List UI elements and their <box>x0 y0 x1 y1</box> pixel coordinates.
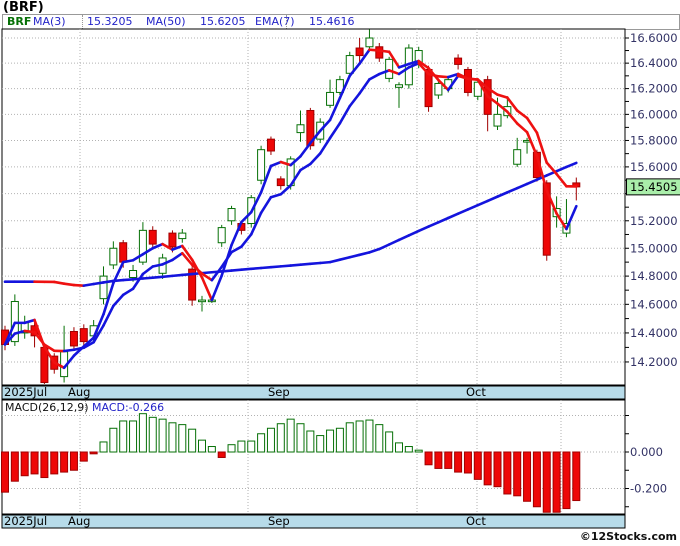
candle <box>10 300 19 343</box>
candle <box>395 84 403 88</box>
svg-text:15.4505: 15.4505 <box>630 180 678 194</box>
candle <box>355 47 364 57</box>
legend-separator <box>82 15 83 29</box>
candle <box>454 57 463 65</box>
svg-text:Aug: Aug <box>68 514 90 528</box>
candle <box>188 268 197 301</box>
candle <box>296 124 305 134</box>
candle <box>345 55 354 74</box>
candle <box>493 113 502 127</box>
svg-text:2025Jul: 2025Jul <box>4 514 47 528</box>
last-price-box: 15.4505 <box>626 178 680 196</box>
candle <box>513 149 522 165</box>
candle <box>365 37 374 48</box>
svg-text:16.6000: 16.6000 <box>630 31 678 45</box>
ma50-line <box>3 161 578 287</box>
macd-settings-label: MACD(26,12,9) <box>5 401 89 414</box>
candle <box>385 58 394 79</box>
macd-pane <box>1 399 626 515</box>
svg-text:0.000: 0.000 <box>630 445 663 459</box>
svg-text:-0.200: -0.200 <box>630 482 667 496</box>
legend-ma3-label: MA(3) <box>33 15 66 28</box>
candle <box>463 68 472 93</box>
ma3-line <box>3 48 578 370</box>
macd-legend-separator <box>85 401 86 414</box>
candle <box>542 182 551 256</box>
legend-ma50-label: MA(50) <box>146 15 186 28</box>
svg-text:16.0000: 16.0000 <box>630 107 678 121</box>
svg-text:15.0000: 15.0000 <box>630 241 678 255</box>
price-axis: 14.2000 14.4000 14.6000 14.8000 15.0000 15.20… <box>625 31 678 369</box>
macd-axis: 0.000 -0.200 <box>625 415 667 508</box>
candle <box>198 299 206 303</box>
legend-ma50-value: 15.6205 <box>200 15 246 28</box>
svg-text:16.4000: 16.4000 <box>630 56 678 70</box>
candle <box>326 91 335 106</box>
indicator-legend-bar: BRF MA(3) 15.3205 MA(50) 15.6205 EMA(7) … <box>2 14 680 30</box>
legend-ema7-label: EMA(7) <box>255 15 295 28</box>
svg-text:14.6000: 14.6000 <box>630 297 678 311</box>
candle <box>434 82 443 96</box>
candle <box>168 232 177 248</box>
candle <box>227 208 236 222</box>
macd-histogram <box>1 413 581 513</box>
candle <box>79 328 88 343</box>
date-axis-bar: 2025Jul Aug Sep Oct <box>1 514 626 529</box>
candle <box>375 46 384 59</box>
watermark-12stocks: ©12Stocks.com <box>579 530 677 543</box>
date-axis-bar: 2025Jul Aug Sep Oct <box>1 385 626 400</box>
candle <box>109 247 118 266</box>
legend-ema7-value: 15.4616 <box>309 15 355 28</box>
svg-text:Sep: Sep <box>268 385 290 399</box>
candle <box>178 232 187 240</box>
candle <box>276 178 285 187</box>
svg-text:15.8000: 15.8000 <box>630 133 678 147</box>
svg-text:Oct: Oct <box>466 514 486 528</box>
candle <box>306 109 315 147</box>
candle <box>99 275 108 300</box>
legend-separator <box>286 15 287 29</box>
candle <box>129 270 138 279</box>
svg-text:15.2000: 15.2000 <box>630 214 678 228</box>
svg-text:14.2000: 14.2000 <box>630 355 678 369</box>
symbol-title: (BRF) <box>3 0 44 15</box>
svg-text:Sep: Sep <box>268 514 290 528</box>
svg-text:14.8000: 14.8000 <box>630 269 678 283</box>
svg-text:16.2000: 16.2000 <box>630 82 678 96</box>
candle <box>138 229 147 263</box>
svg-text:2025Jul: 2025Jul <box>4 385 47 399</box>
svg-text:15.6000: 15.6000 <box>630 160 678 174</box>
legend-symbol: BRF <box>7 15 32 28</box>
svg-text:Aug: Aug <box>68 385 90 399</box>
candle <box>148 229 157 245</box>
candle <box>119 242 128 263</box>
macd-current-value: MACD:-0.266 <box>92 401 165 414</box>
svg-text:Oct: Oct <box>466 385 486 399</box>
candle <box>266 138 275 152</box>
candle <box>335 79 344 93</box>
svg-text:14.4000: 14.4000 <box>630 326 678 340</box>
candle <box>217 227 226 244</box>
candle <box>69 331 78 347</box>
legend-ma3-value: 15.3205 <box>87 15 133 28</box>
candle <box>257 149 266 181</box>
